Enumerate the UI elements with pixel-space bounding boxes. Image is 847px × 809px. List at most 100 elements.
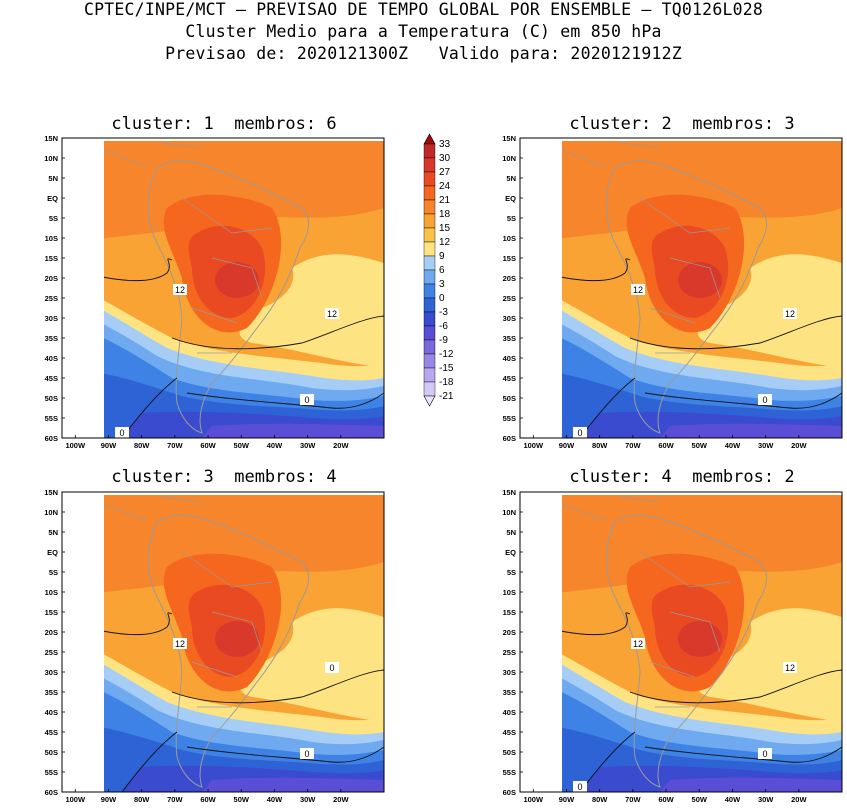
lat-tick-label: 60S (503, 434, 516, 443)
lat-tick-label: 30S (45, 668, 58, 677)
colorbar-label: 33 (439, 139, 451, 150)
colorbar-segment (423, 297, 436, 313)
lat-tick-label: 30S (45, 314, 58, 323)
colorbar-segment (423, 199, 436, 215)
colorbar-label: 30 (439, 153, 451, 164)
contour-label: 12 (631, 638, 645, 649)
svg-text:0: 0 (304, 749, 309, 759)
contour-label: 12 (173, 284, 187, 295)
lon-tick-label: 30W (758, 441, 774, 450)
lat-tick-label: EQ (47, 548, 58, 557)
colorbar-label: 24 (439, 181, 451, 192)
land-outline-central-america (104, 496, 203, 521)
core-24 (215, 621, 259, 657)
lat-tick-label: 5S (49, 568, 58, 577)
lat-tick-label: 20S (45, 628, 58, 637)
svg-text:0: 0 (762, 395, 767, 405)
lon-tick-label: 70W (167, 441, 183, 450)
colorbar-label: 0 (439, 293, 445, 304)
lat-tick-label: 20S (503, 628, 516, 637)
contour-label: 12 (783, 308, 797, 319)
colorbar-label: 27 (439, 167, 451, 178)
band-m9 (202, 777, 384, 792)
lon-tick-label: 80W (592, 795, 608, 804)
lat-tick-label: 40S (45, 354, 58, 363)
lon-tick-label: 70W (625, 795, 641, 804)
svg-text:12: 12 (175, 639, 185, 649)
lat-tick-label: 30S (503, 314, 516, 323)
core-24 (678, 621, 722, 657)
lat-tick-label: 55S (45, 414, 58, 423)
svg-text:0: 0 (577, 428, 582, 438)
map-panel-4: 12 12 0 0 15N 10N 5N EQ 5S 10S 15S 20S 25S 30S 35S 40S 4… (502, 489, 843, 804)
lat-tick-label: 15N (502, 489, 516, 497)
lon-tick-label: 40W (725, 795, 741, 804)
lon-tick-label: 20W (333, 441, 349, 450)
lon-tick-label: 60W (658, 441, 674, 450)
lat-tick-label: 50S (45, 394, 58, 403)
lat-tick-label: 40S (503, 354, 516, 363)
lat-tick-label: 15S (503, 254, 516, 263)
header-line-2: Cluster Medio para a Temperatura (C) em … (185, 22, 662, 41)
lon-tick-label: 60W (200, 795, 216, 804)
lat-tick-label: 15S (45, 608, 58, 617)
lon-tick-label: 20W (333, 795, 349, 804)
lon-tick-label: 70W (167, 795, 183, 804)
colorbar-segment (423, 283, 436, 299)
colorbar-label: -21 (439, 391, 454, 402)
lat-tick-label: 15N (502, 135, 516, 143)
contour-label: 12 (173, 638, 187, 649)
colorbar-label: 21 (439, 195, 451, 206)
svg-text:0: 0 (577, 782, 582, 792)
svg-text:12: 12 (175, 285, 185, 295)
lon-tick-label: 80W (134, 441, 150, 450)
header-line-3: Previsao de: 2020121300Z Valido para: 20… (165, 44, 682, 63)
map-frame (519, 491, 843, 793)
contour-label: 0 (300, 748, 314, 759)
lon-tick-label: 40W (267, 795, 283, 804)
contour-label: 0 (325, 662, 339, 673)
colorbar-label: 3 (439, 279, 445, 290)
lat-tick-label: 5N (48, 528, 58, 537)
colorbar-label: 6 (439, 265, 445, 276)
colorbar-segment (423, 353, 436, 369)
svg-text:12: 12 (785, 663, 795, 673)
colorbar-top-arrow (423, 133, 436, 145)
lat-tick-label: 50S (45, 748, 58, 757)
lat-tick-label: 5S (507, 568, 516, 577)
lat-tick-label: 45S (503, 374, 516, 383)
contour-label: 0 (758, 748, 772, 759)
lon-tick-label: 80W (592, 441, 608, 450)
band-m9 (202, 423, 384, 438)
map-panel-1: 12 12 0 0 15N 10N 5N EQ 5S 10S 15S 20S 25S 30S 35S 40S 4… (44, 135, 385, 450)
lat-tick-label: 10N (502, 508, 516, 517)
map-panel-2: 12 12 0 0 15N 10N 5N EQ 5S 10S 15S 20S 25S 30S 35S 40S 4… (502, 135, 843, 450)
map-frame (61, 137, 385, 439)
colorbar-label: 18 (439, 209, 451, 220)
colorbar-label: -18 (439, 377, 454, 388)
country-borders (181, 197, 273, 354)
svg-text:12: 12 (633, 285, 643, 295)
colorbar-bottom-arrow (423, 395, 436, 407)
lat-tick-label: 45S (503, 728, 516, 737)
country-borders (639, 551, 731, 708)
panel-title-1: cluster: 1 membros: 6 (111, 114, 337, 134)
lon-tick-label: 50W (692, 795, 708, 804)
land-outline-central-america (562, 142, 661, 167)
map-panel-3: 12 0 0 15N 10N 5N EQ 5S 10S 15S 20S 25S 30S 35S 40S 45S… (44, 489, 385, 804)
svg-text:12: 12 (327, 309, 337, 319)
lat-tick-label: 25S (503, 294, 516, 303)
lat-tick-label: 45S (45, 728, 58, 737)
lat-tick-label: 15S (503, 608, 516, 617)
lat-tick-label: 60S (45, 788, 58, 797)
lat-tick-label: 50S (503, 394, 516, 403)
lon-tick-label: 60W (658, 795, 674, 804)
lat-tick-label: 15S (45, 254, 58, 263)
colorbar-segment (423, 227, 436, 243)
colorbar-segment (423, 185, 436, 201)
colorbar-segment (423, 381, 436, 397)
lat-tick-label: 15N (44, 135, 58, 143)
colorbar-segment (423, 325, 436, 341)
lat-tick-label: 5N (48, 174, 58, 183)
